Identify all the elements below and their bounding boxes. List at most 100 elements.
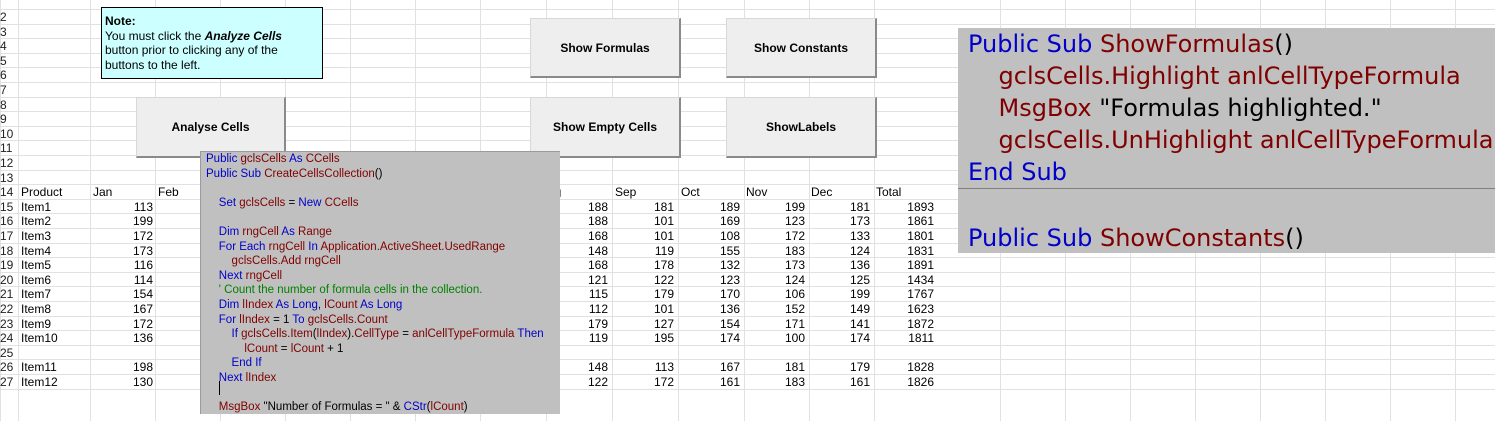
value-cell: 169 (719, 214, 740, 229)
code-token: MsgBox (206, 401, 264, 414)
value-cell: 195 (653, 331, 674, 346)
row-number: 19 (0, 258, 14, 273)
value-cell: 172 (784, 229, 805, 243)
code-window[interactable]: Public gclsCells As CCells Public Sub Cre… (200, 151, 560, 414)
value-cell: 1891 (907, 258, 934, 273)
row-number: 25 (0, 345, 14, 360)
grid-column-line (155, 0, 156, 421)
grid-row-line (0, 53, 940, 54)
grid-row-line (940, 24, 1495, 25)
value-cell: 154 (132, 287, 153, 302)
value-cell: 199 (132, 214, 153, 229)
row-number: 8 (0, 97, 7, 112)
note-line-2: button prior to clicking any of the (105, 43, 278, 57)
value-cell: 172 (653, 375, 674, 389)
value-cell: 183 (784, 375, 805, 389)
value-cell: 198 (132, 360, 153, 375)
code-token: = 1 (273, 313, 293, 326)
value-cell: 172 (132, 229, 153, 243)
grid-column-line (809, 0, 810, 421)
value-cell: 188 (587, 199, 608, 214)
code-token: lCount (290, 342, 328, 355)
value-cell: 178 (653, 258, 674, 273)
row-number: 2 (0, 10, 7, 24)
grid-column-line (874, 0, 875, 421)
product-cell: Item10 (21, 331, 58, 346)
code-token: Public Sub (968, 224, 1100, 252)
value-cell: 112 (588, 302, 608, 316)
code-line: Next lIndex (206, 372, 277, 384)
code-line: Dim lIndex As Long, lCount As Long (206, 299, 403, 311)
zoom-code-line: gclsCells.UnHighlight anlCellTypeFormula (968, 126, 1494, 154)
header-cell: Sep (615, 185, 637, 200)
grid-row-line (940, 389, 1495, 390)
product-cell: Item8 (21, 302, 52, 316)
show-formulas-button[interactable]: Show Formulas (530, 18, 681, 78)
show-constants-button[interactable]: Show Constants (726, 18, 877, 78)
code-token: "Number of Formulas = " & (263, 401, 404, 414)
value-cell: 199 (784, 199, 805, 214)
grid-row-line (940, 301, 1495, 302)
header-cell: Dec (811, 185, 833, 200)
value-cell: 124 (849, 243, 870, 258)
code-token: New (298, 196, 325, 209)
row-number: 12 (0, 156, 14, 170)
analyse-cells-button[interactable]: Analyse Cells (136, 97, 286, 158)
grid-column-line (612, 0, 613, 421)
note-line-1-text: You must click the (105, 28, 205, 43)
grid-row-line (940, 345, 1495, 346)
code-token: = (402, 328, 413, 341)
value-cell: 101 (653, 302, 674, 316)
code-token: ShowConstants (1099, 224, 1286, 252)
grid-column-line (744, 0, 745, 421)
product-cell: Item4 (21, 243, 52, 258)
code-token: gclsCells.Add rngCell (206, 255, 341, 268)
product-cell: Item1 (21, 199, 52, 214)
row-number: 9 (0, 112, 7, 127)
value-cell: 101 (653, 229, 674, 243)
grid-row-line (0, 38, 940, 39)
code-token: ShowFormulas (1099, 30, 1275, 58)
code-token: Dim (206, 299, 243, 311)
value-cell: 167 (132, 302, 153, 316)
row-number: 4 (0, 39, 7, 54)
zoom-code-line: MsgBox "Formulas highlighted." (968, 94, 1382, 122)
show-labels-button[interactable]: ShowLabels (726, 97, 877, 158)
code-token: gclsCells.Highlight anlCellTypeFormula (968, 62, 1461, 90)
code-token: Then (517, 328, 544, 341)
value-cell: 171 (784, 316, 805, 331)
value-cell: 1434 (907, 272, 934, 287)
value-cell: 1623 (907, 302, 934, 316)
text-cursor (219, 381, 220, 395)
value-cell: 148 (587, 243, 608, 258)
zoom-code-line: Public Sub ShowConstants() (968, 224, 1304, 252)
code-token: lIndex (242, 299, 276, 311)
value-cell: 173 (132, 243, 153, 258)
code-token: "Formulas highlighted." (1099, 94, 1382, 122)
procedure-separator (958, 188, 1495, 189)
row-number: 11 (0, 141, 13, 156)
code-token: CreateCellsCollection (264, 167, 375, 180)
worksheet[interactable]: 2 3 4 5 6 7 8 9 10 11 12 13 14 15 16 17 18 19 20 21 22 23 24 25… (0, 0, 940, 421)
product-cell: Item3 (21, 229, 52, 243)
grid-row-line (940, 272, 1495, 273)
value-cell: 106 (784, 287, 805, 302)
code-zoom-panel: Public Sub ShowFormulas() gclsCells.High… (958, 28, 1495, 253)
code-line: Dim rngCell As Range (206, 226, 332, 238)
value-cell: 125 (849, 272, 870, 287)
code-token: CCells (324, 196, 359, 209)
note-title: Note: (105, 14, 136, 28)
code-line: End If (206, 357, 262, 369)
row-number: 6 (0, 68, 7, 83)
code-line: Set gclsCells = New CCells (206, 196, 359, 209)
grid-row-line (0, 24, 940, 25)
value-cell: 149 (849, 302, 870, 316)
code-token: gclsCells.Count (307, 313, 388, 326)
code-token: () (1274, 30, 1294, 58)
value-cell: 181 (784, 360, 805, 375)
value-cell: 141 (849, 316, 870, 331)
code-token: lIndex (316, 328, 348, 341)
code-token: lCount (324, 299, 361, 311)
grid-column-line (0, 0, 1, 421)
show-empty-cells-button[interactable]: Show Empty Cells (530, 97, 681, 158)
